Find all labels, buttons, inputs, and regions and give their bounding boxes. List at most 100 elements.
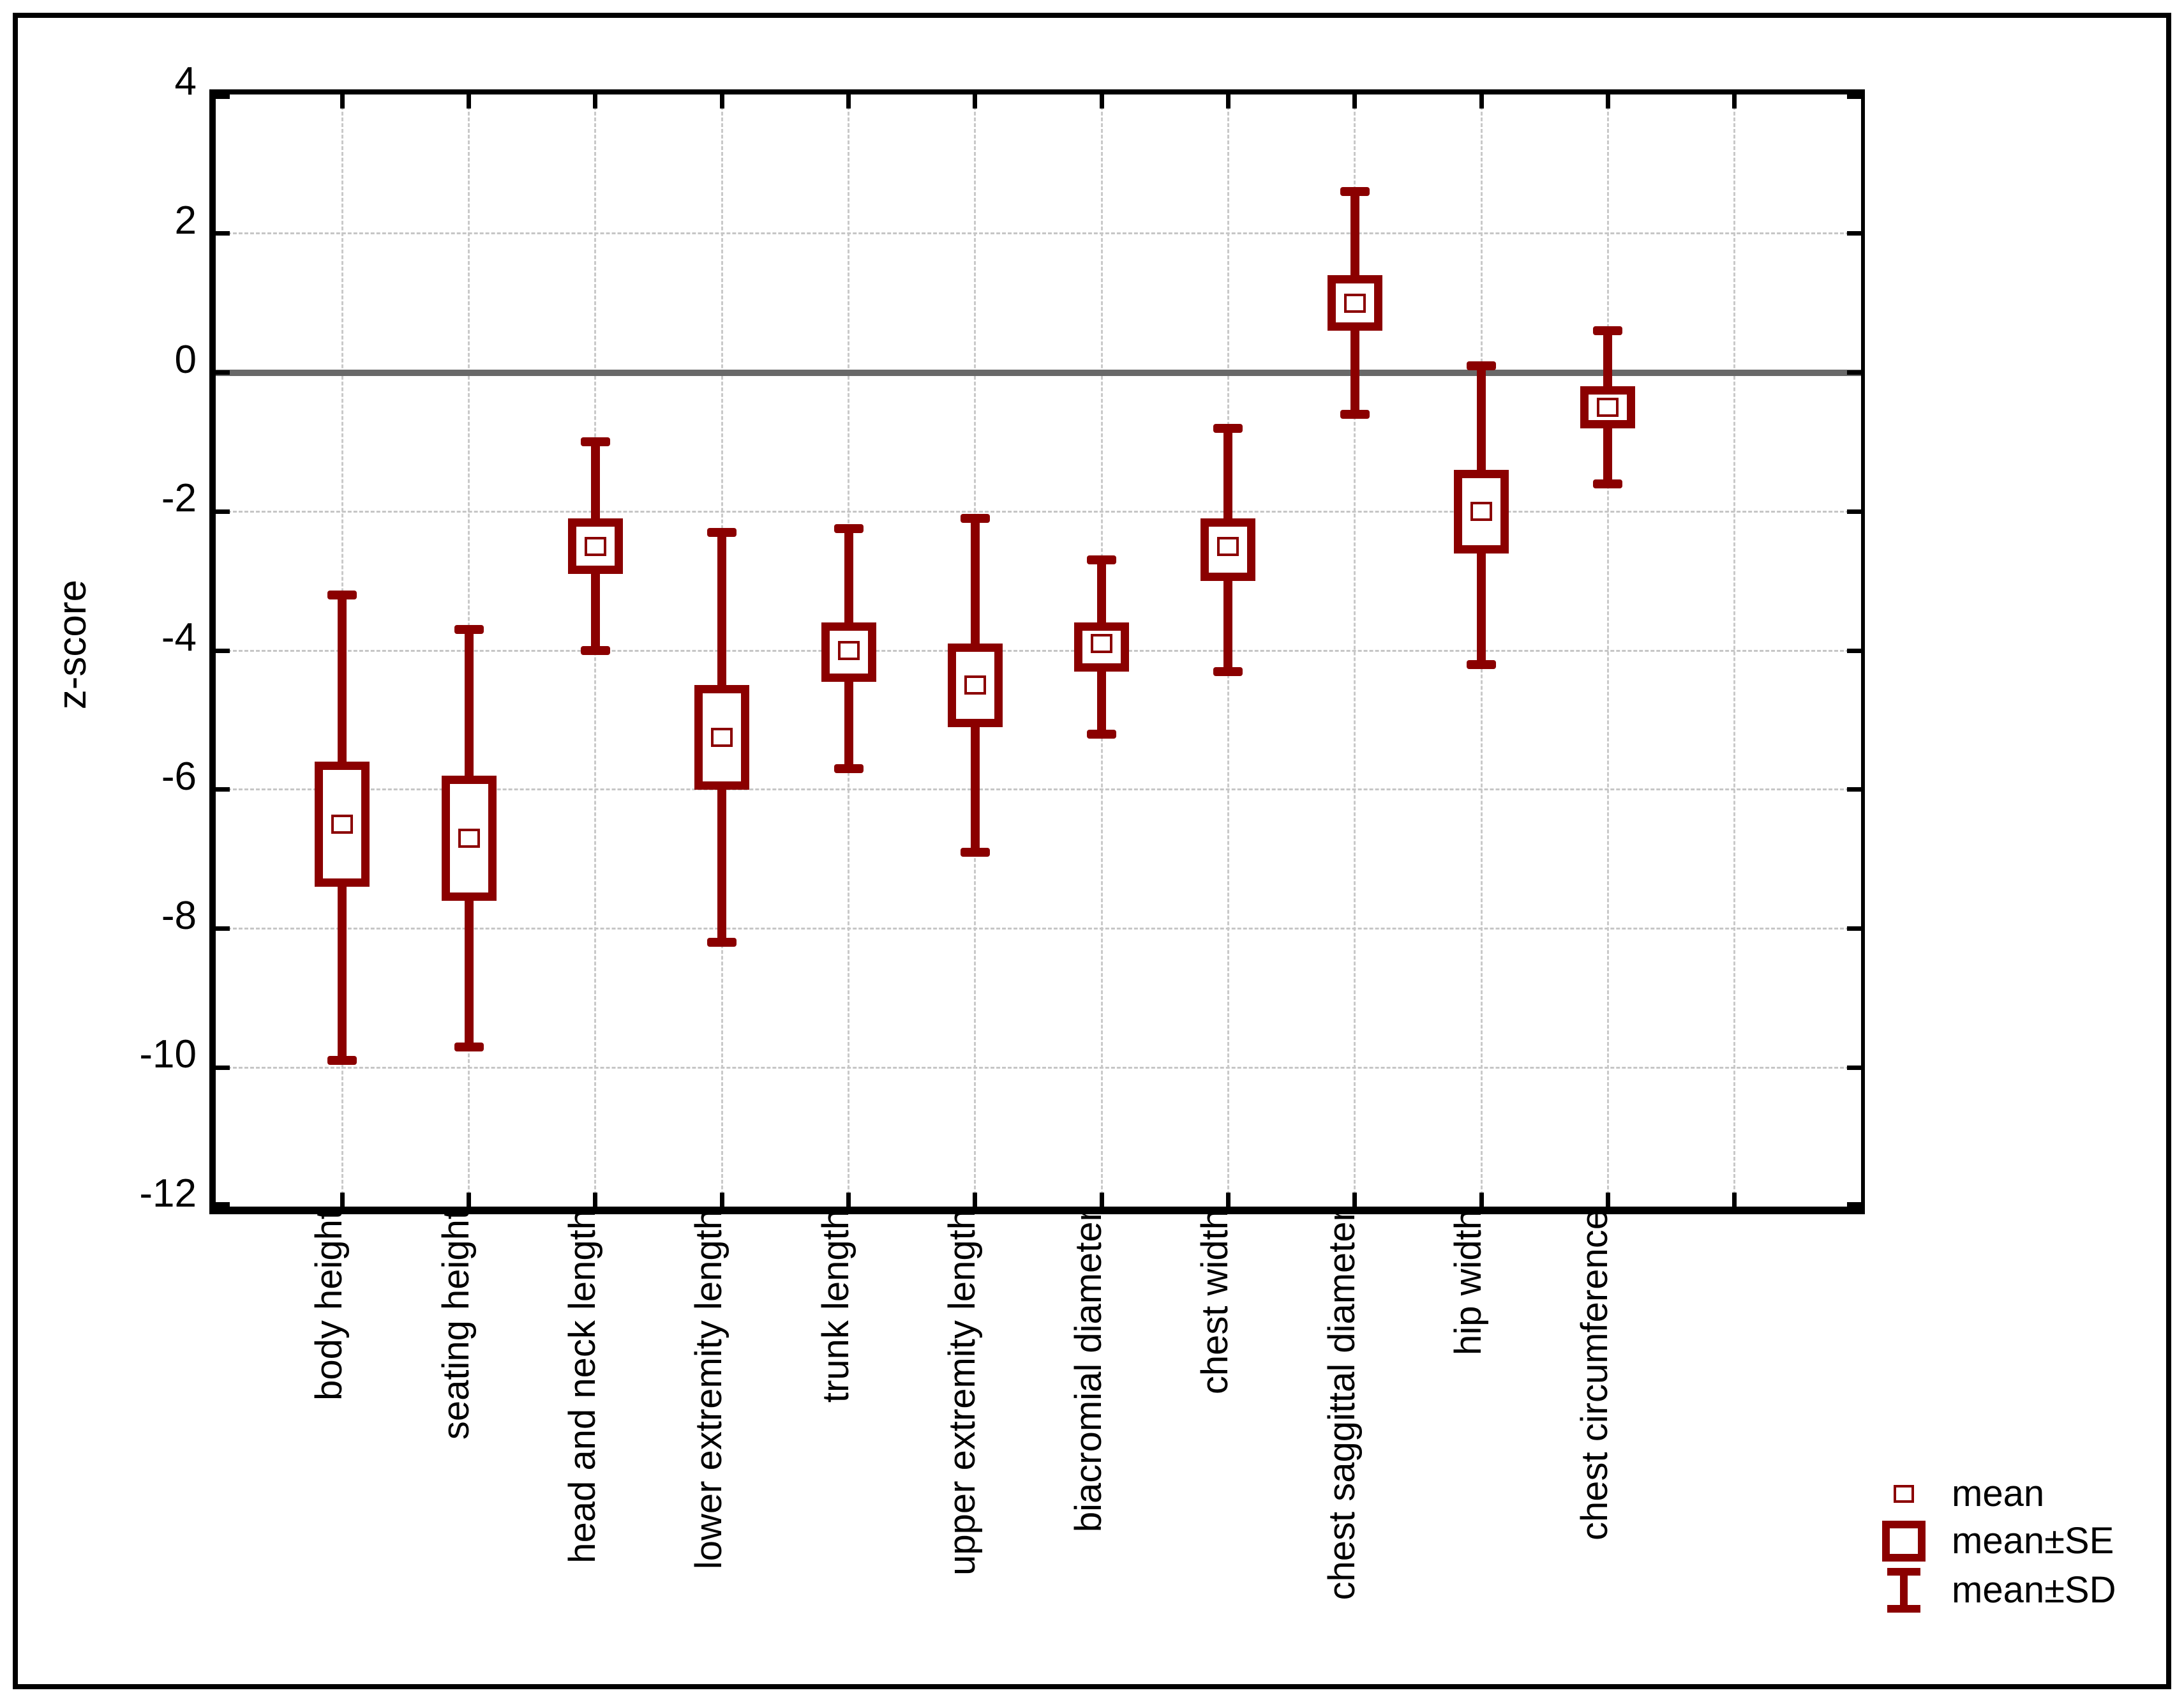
x-category-label: lower extremity length <box>688 1209 730 1570</box>
x-category-label: chest circumference <box>1574 1209 1616 1540</box>
legend-item-mean: mean <box>1856 1473 2116 1514</box>
mean-marker <box>1343 293 1366 313</box>
sd-whisker-top-cap <box>1087 555 1117 565</box>
chart-outer-frame: z-score 4 2 0 -2 -4 -6 -8 -10 -12 body height sea… <box>13 13 2171 1689</box>
x-axis-tick-top <box>973 94 978 109</box>
y-tick-label: -2 <box>161 476 197 521</box>
sd-whisker-top-cap <box>454 625 484 635</box>
x-axis-tick-bottom <box>1605 1193 1610 1207</box>
sd-whisker-top-cap <box>327 590 357 599</box>
plot-canvas <box>216 94 1861 1207</box>
x-axis-tick-bottom <box>1099 1193 1104 1207</box>
sd-whisker-bottom-cap <box>1467 659 1497 669</box>
x-axis-tick-bottom <box>467 1193 472 1207</box>
x-axis-tick-bottom <box>1732 1193 1737 1207</box>
x-axis-tick-bottom <box>973 1193 978 1207</box>
y-axis-tick-right <box>1847 926 1861 931</box>
x-category-label: upper extremity length <box>941 1209 983 1576</box>
x-axis-tick-top <box>1225 94 1230 109</box>
sd-whisker-bottom-cap <box>327 1056 357 1066</box>
x-axis-tick-bottom <box>1352 1193 1358 1207</box>
mean-marker <box>1470 502 1493 522</box>
y-axis-tick-right <box>1847 648 1861 653</box>
sd-whisker-top-cap <box>834 524 864 534</box>
legend-label-mean: mean <box>1952 1473 2045 1514</box>
plot-area <box>209 89 1865 1214</box>
x-axis-tick-top <box>1732 94 1737 109</box>
y-axis-tick-right <box>1847 1065 1861 1070</box>
y-axis-tick-left <box>216 509 230 514</box>
horizontal-gridline <box>216 1066 1861 1069</box>
mean-marker <box>837 641 860 660</box>
mean-marker <box>584 536 606 556</box>
sd-whisker-top-cap <box>1467 361 1497 370</box>
x-category-label: body height <box>308 1209 350 1401</box>
x-category-label: biacromial diameter <box>1068 1209 1110 1533</box>
legend-item-mean-sd: mean±SD <box>1856 1568 2116 1613</box>
sd-whisker-top-cap <box>707 527 737 537</box>
x-category-label: seating height <box>435 1209 477 1440</box>
x-axis-tick-bottom <box>1479 1193 1484 1207</box>
zero-reference-line <box>216 369 1861 376</box>
x-category-label: hip width <box>1447 1209 1490 1355</box>
x-category-label: chest width <box>1194 1209 1236 1395</box>
x-axis-tick-top <box>1352 94 1358 109</box>
x-axis-tick-top <box>719 94 724 109</box>
x-axis-tick-bottom <box>1225 1193 1230 1207</box>
mean-se-box-icon <box>1882 1521 1926 1562</box>
x-axis-tick-top <box>340 94 345 109</box>
sd-whisker-bottom-cap <box>707 938 737 947</box>
mean-marker <box>1091 634 1113 654</box>
x-axis-tick-bottom <box>719 1193 724 1207</box>
sd-whisker-bottom-cap <box>834 764 864 774</box>
legend-label-mean-sd: mean±SD <box>1952 1569 2116 1611</box>
y-axis-tick-left <box>216 1065 230 1070</box>
sd-whisker-bottom-cap <box>454 1042 484 1051</box>
x-axis-tick-bottom <box>846 1193 851 1207</box>
y-axis-tick-right <box>1847 370 1861 375</box>
y-axis-tick-right <box>1847 1202 1861 1207</box>
x-axis-tick-bottom <box>340 1193 345 1207</box>
se-box <box>694 685 750 790</box>
sd-whisker-top-cap <box>1213 423 1243 433</box>
y-axis-tick-right <box>1847 787 1861 792</box>
y-tick-label: 2 <box>174 198 197 243</box>
x-axis-tick-top <box>467 94 472 109</box>
y-axis-tick-right <box>1847 94 1861 99</box>
legend-label-mean-se: mean±SE <box>1952 1520 2114 1562</box>
legend: mean mean±SE mean±SD <box>1856 1473 2116 1619</box>
mean-marker <box>1217 536 1239 556</box>
y-tick-label: -6 <box>161 754 197 799</box>
se-box <box>315 762 370 887</box>
legend-item-mean-se: mean±SE <box>1856 1521 2116 1562</box>
sd-whisker-bottom-cap <box>580 646 610 655</box>
y-axis-tick-left <box>216 1202 230 1207</box>
mean-marker-icon <box>1894 1485 1914 1503</box>
x-category-label: head and neck length <box>561 1209 603 1563</box>
y-axis-tick-right <box>1847 509 1861 514</box>
y-tick-label: 0 <box>174 337 197 382</box>
y-axis-tick-left <box>216 94 230 99</box>
x-category-label: chest saggittal diameter <box>1320 1209 1363 1600</box>
x-axis-tick-top <box>846 94 851 109</box>
y-tick-label: -12 <box>139 1171 197 1216</box>
horizontal-gridline <box>216 232 1861 235</box>
x-axis-tick-top <box>1479 94 1484 109</box>
sd-whisker-bottom-cap <box>1087 729 1117 739</box>
x-axis-tick-bottom <box>593 1193 598 1207</box>
sd-whisker-top-cap <box>580 437 610 447</box>
horizontal-gridline <box>216 649 1861 652</box>
mean-marker <box>458 828 480 848</box>
y-axis-tick-left <box>216 648 230 653</box>
y-axis-tick-right <box>1847 231 1861 236</box>
mean-marker <box>1597 397 1619 417</box>
horizontal-gridline <box>216 788 1861 791</box>
horizontal-gridline <box>216 928 1861 930</box>
sd-whisker-top-cap <box>1340 187 1370 197</box>
sd-whisker-bottom-cap <box>960 847 990 857</box>
sd-whisker-bottom-cap <box>1593 479 1623 488</box>
y-tick-label: -8 <box>161 893 197 938</box>
y-axis-tick-left <box>216 787 230 792</box>
mean-sd-whisker-icon <box>1887 1568 1920 1613</box>
sd-whisker-bottom-cap <box>1340 409 1370 419</box>
